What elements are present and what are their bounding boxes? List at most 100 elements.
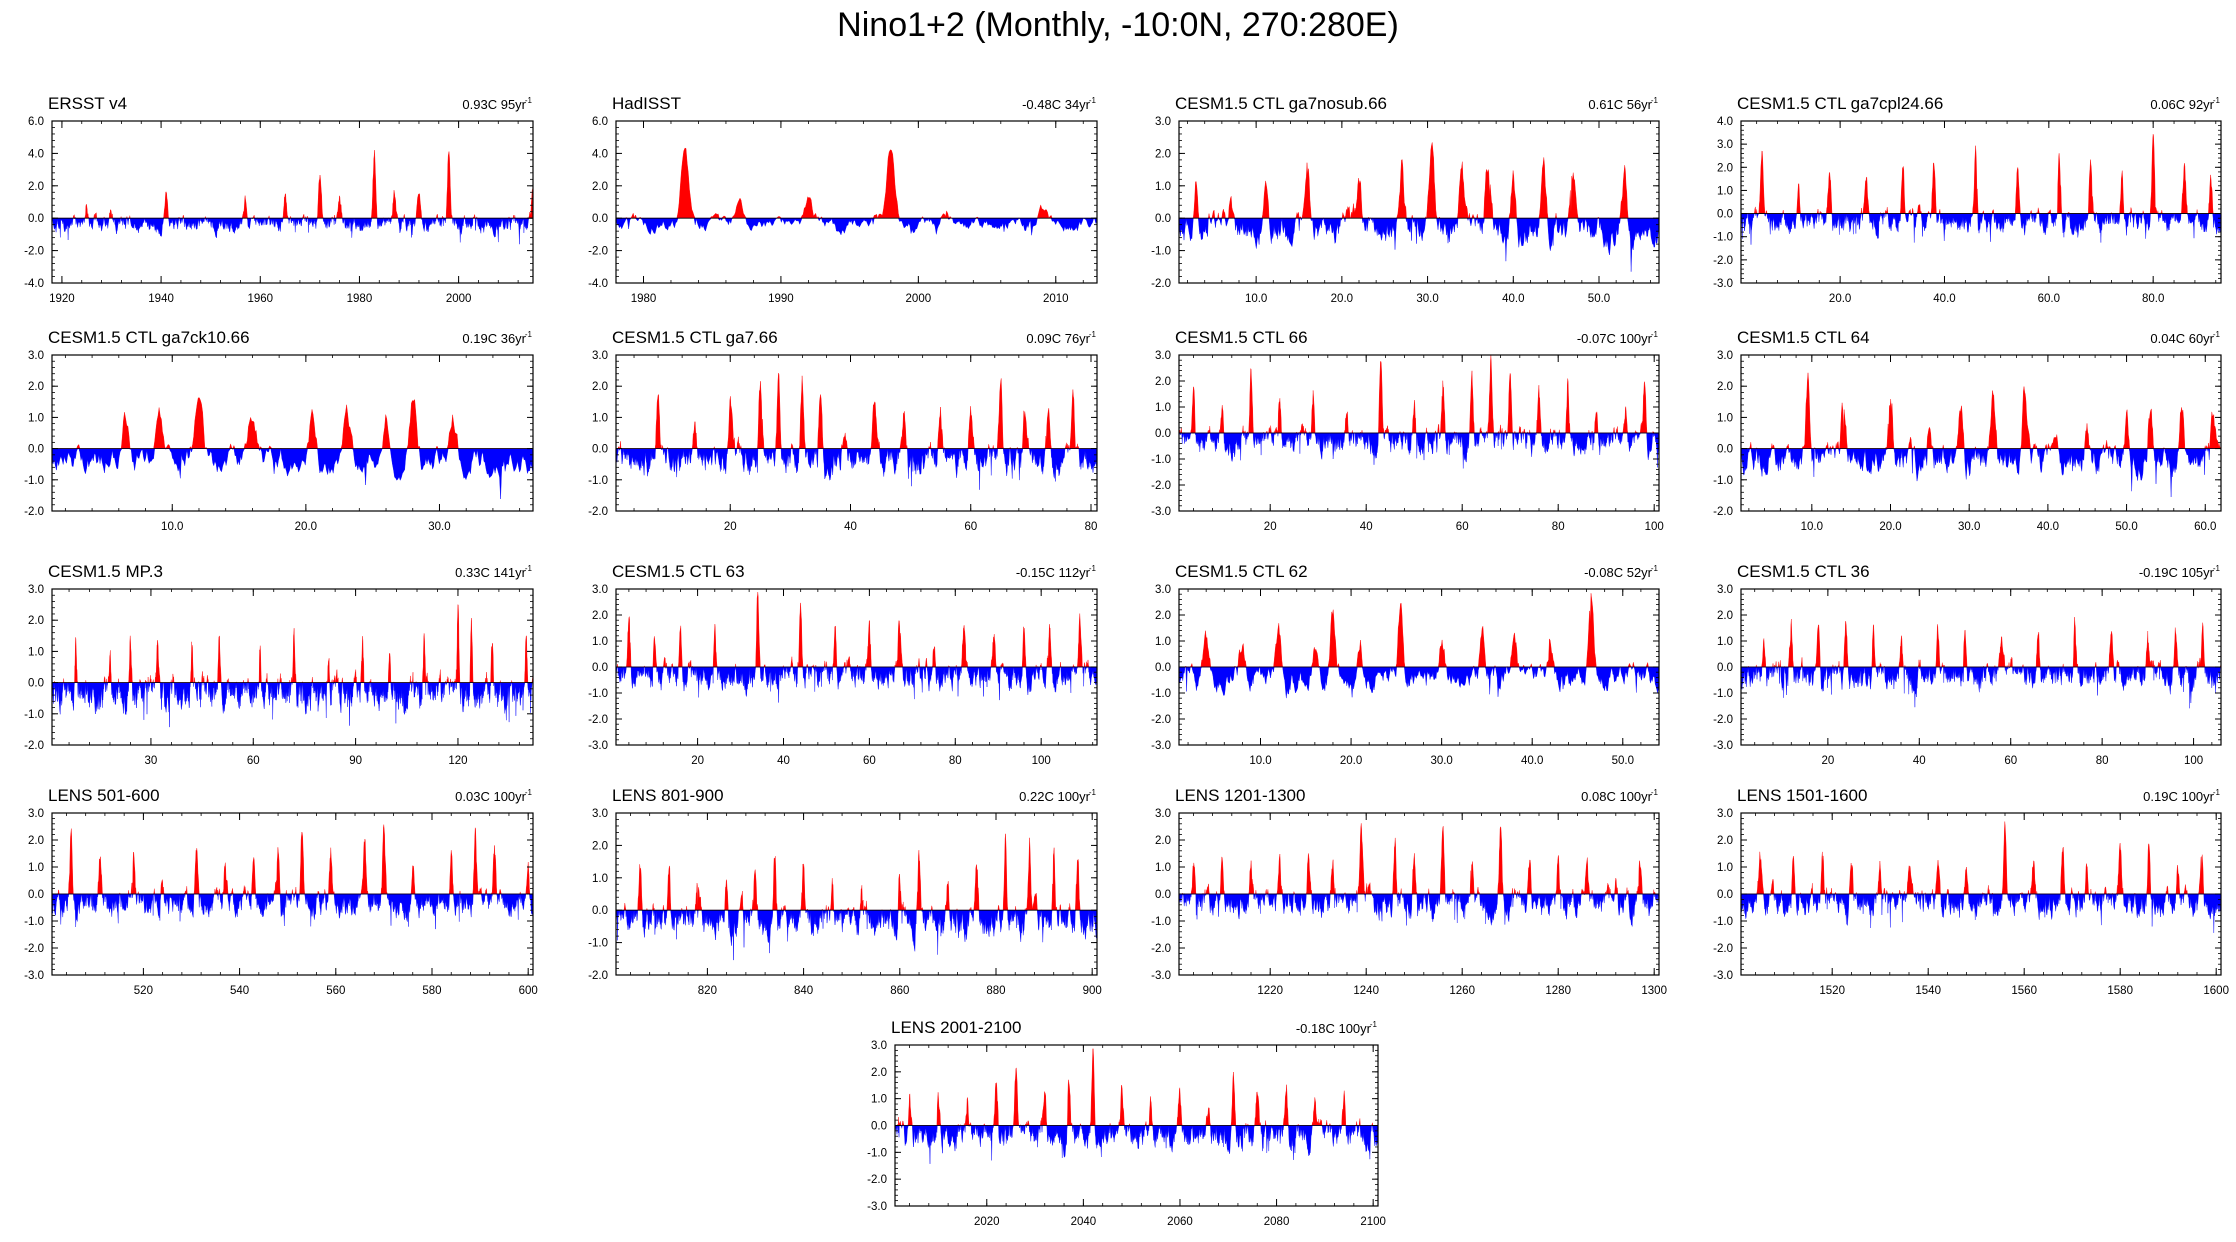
negative-anomaly-bars bbox=[615, 909, 1098, 961]
panel-stats-exponent: -1 bbox=[1651, 96, 1659, 105]
x-tick-label: 60 bbox=[964, 521, 977, 533]
y-tick-label: 2.0 bbox=[1717, 162, 1733, 174]
y-tick-label: 6.0 bbox=[592, 116, 608, 128]
y-tick-label: 2.0 bbox=[1155, 835, 1171, 847]
plot-frame bbox=[615, 812, 1098, 976]
y-tick-label: 1.0 bbox=[1717, 185, 1733, 197]
y-tick-label: -2.0 bbox=[1151, 943, 1171, 955]
x-tick-label: 1940 bbox=[148, 293, 174, 305]
panel-stats-exponent: -1 bbox=[1089, 96, 1097, 105]
x-tick-label: 20.0 bbox=[1331, 293, 1353, 305]
y-tick-label: -1.0 bbox=[1713, 688, 1733, 700]
y-tick-label: 3.0 bbox=[1155, 808, 1171, 820]
x-tick-label: 2000 bbox=[906, 293, 932, 305]
panel-stats-exponent: -1 bbox=[1370, 1020, 1378, 1029]
x-tick-label: 2000 bbox=[446, 293, 472, 305]
y-tick-label: 0.0 bbox=[1717, 209, 1733, 221]
y-tick-label: 2.0 bbox=[1155, 610, 1171, 622]
panel-stats-exponent: -1 bbox=[1089, 788, 1097, 797]
panel-stats-exponent: -1 bbox=[1089, 330, 1097, 339]
panel-stats-exponent: -1 bbox=[2213, 564, 2221, 573]
negative-anomaly-bars bbox=[1740, 212, 2222, 245]
x-tick-label: 80 bbox=[1552, 521, 1565, 533]
x-tick-label: 90 bbox=[349, 755, 362, 767]
y-tick-label: -3.0 bbox=[1713, 278, 1733, 290]
panel-title: CESM1.5 CTL ga7.66 bbox=[612, 328, 778, 347]
x-tick-label: 20.0 bbox=[1829, 293, 1851, 305]
x-tick-label: 2100 bbox=[1360, 1216, 1386, 1228]
positive-anomaly-bars bbox=[616, 147, 1097, 219]
x-tick-label: 20.0 bbox=[1879, 521, 1901, 533]
y-tick-label: 0.0 bbox=[1155, 213, 1171, 225]
y-tick-label: 4.0 bbox=[28, 148, 44, 160]
panel-stats-exponent: -1 bbox=[2213, 788, 2221, 797]
y-tick-label: 0.0 bbox=[1155, 428, 1171, 440]
panel-stats: 0.93C 95yr bbox=[462, 97, 526, 112]
panel-stats: -0.19C 105yr bbox=[2139, 565, 2215, 580]
positive-anomaly-bars bbox=[52, 824, 533, 895]
panel: LENS 2001-2100 -0.18C 100yr-1 3.0 2.0 1.0 0.0… bbox=[867, 1018, 1386, 1228]
panel: CESM1.5 CTL 66 -0.07C 100yr-1 3.0 2.0 1.0 0.0… bbox=[1151, 328, 1664, 533]
y-tick-label: -2.0 bbox=[1713, 714, 1733, 726]
y-tick-label: -2.0 bbox=[1151, 480, 1171, 492]
y-tick-label: -1.0 bbox=[867, 1147, 887, 1159]
panel-title: CESM1.5 CTL 64 bbox=[1737, 328, 1870, 347]
y-tick-label: -1.0 bbox=[1713, 475, 1733, 487]
panel-stats: 0.09C 76yr bbox=[1026, 331, 1090, 346]
y-tick-label: 3.0 bbox=[28, 808, 44, 820]
positive-anomaly-bars bbox=[1741, 821, 2221, 895]
plot-frame bbox=[1740, 120, 2222, 284]
negative-anomaly-bars bbox=[1740, 893, 2222, 933]
panel-stats-exponent: -1 bbox=[1651, 788, 1659, 797]
panel-title: HadISST bbox=[612, 94, 681, 113]
panel-stats-exponent: -1 bbox=[525, 564, 533, 573]
y-tick-label: -3.0 bbox=[1151, 740, 1171, 752]
x-tick-label: 30.0 bbox=[428, 521, 450, 533]
y-tick-label: 2.0 bbox=[28, 835, 44, 847]
panel-group: ERSST v4 0.93C 95yr-16.04.02.00.0-2.0-4.0… bbox=[24, 94, 2229, 1228]
x-tick-label: 20.0 bbox=[1340, 755, 1362, 767]
x-tick-label: 80.0 bbox=[2142, 293, 2164, 305]
plot-frame bbox=[1740, 354, 2222, 512]
y-tick-label: 1.0 bbox=[592, 636, 608, 648]
panel-stats-exponent: -1 bbox=[525, 788, 533, 797]
y-tick-label: 3.0 bbox=[592, 350, 608, 362]
x-tick-label: 10.0 bbox=[161, 521, 183, 533]
y-tick-label: -1.0 bbox=[1151, 916, 1171, 928]
y-tick-label: 3.0 bbox=[592, 808, 608, 820]
y-tick-label: 0.0 bbox=[592, 444, 608, 456]
y-tick-label: -2.0 bbox=[24, 506, 44, 518]
panel-title: CESM1.5 CTL 66 bbox=[1175, 328, 1308, 347]
panel-stats-exponent: -1 bbox=[1089, 564, 1097, 573]
x-tick-label: 80 bbox=[1085, 521, 1098, 533]
y-tick-label: 2.0 bbox=[1155, 148, 1171, 160]
panel-stats-exponent: -1 bbox=[525, 330, 533, 339]
panel-title: LENS 1201-1300 bbox=[1175, 786, 1305, 805]
y-tick-label: -2.0 bbox=[588, 506, 608, 518]
x-tick-label: 40.0 bbox=[2037, 521, 2059, 533]
x-tick-label: 20 bbox=[1821, 755, 1834, 767]
panel: LENS 1201-1300 0.08C 100yr-1 3.0 2.0 1.0 0.0 -… bbox=[1151, 786, 1667, 997]
y-tick-label: 0.0 bbox=[1155, 662, 1171, 674]
x-tick-label: 540 bbox=[230, 985, 249, 997]
y-tick-label: 2.0 bbox=[28, 381, 44, 393]
panel-stats-exponent: -1 bbox=[1651, 330, 1659, 339]
panel: HadISST -0.48C 34yr-1 6.0 4.0 2.0 0.0 -2.0 -4.0… bbox=[588, 94, 1098, 305]
y-tick-label: -3.0 bbox=[1151, 506, 1171, 518]
x-tick-label: 1240 bbox=[1353, 985, 1379, 997]
x-tick-label: 60 bbox=[247, 755, 260, 767]
x-tick-label: 40 bbox=[777, 755, 790, 767]
y-tick-label: -2.0 bbox=[24, 943, 44, 955]
x-tick-label: 580 bbox=[422, 985, 441, 997]
panel-stats: 0.22C 100yr bbox=[1019, 789, 1090, 804]
panel-title: LENS 501-600 bbox=[48, 786, 160, 805]
panel-stats: -0.15C 112yr bbox=[1016, 565, 1091, 580]
negative-anomaly-bars bbox=[894, 1124, 1379, 1164]
x-tick-label: 80 bbox=[2096, 755, 2109, 767]
x-tick-label: 840 bbox=[794, 985, 813, 997]
panel-title: CESM1.5 MP.3 bbox=[48, 562, 163, 581]
y-tick-label: -3.0 bbox=[1713, 740, 1733, 752]
x-tick-label: 1990 bbox=[768, 293, 794, 305]
positive-anomaly-bars bbox=[52, 150, 534, 219]
y-tick-label: 2.0 bbox=[28, 615, 44, 627]
